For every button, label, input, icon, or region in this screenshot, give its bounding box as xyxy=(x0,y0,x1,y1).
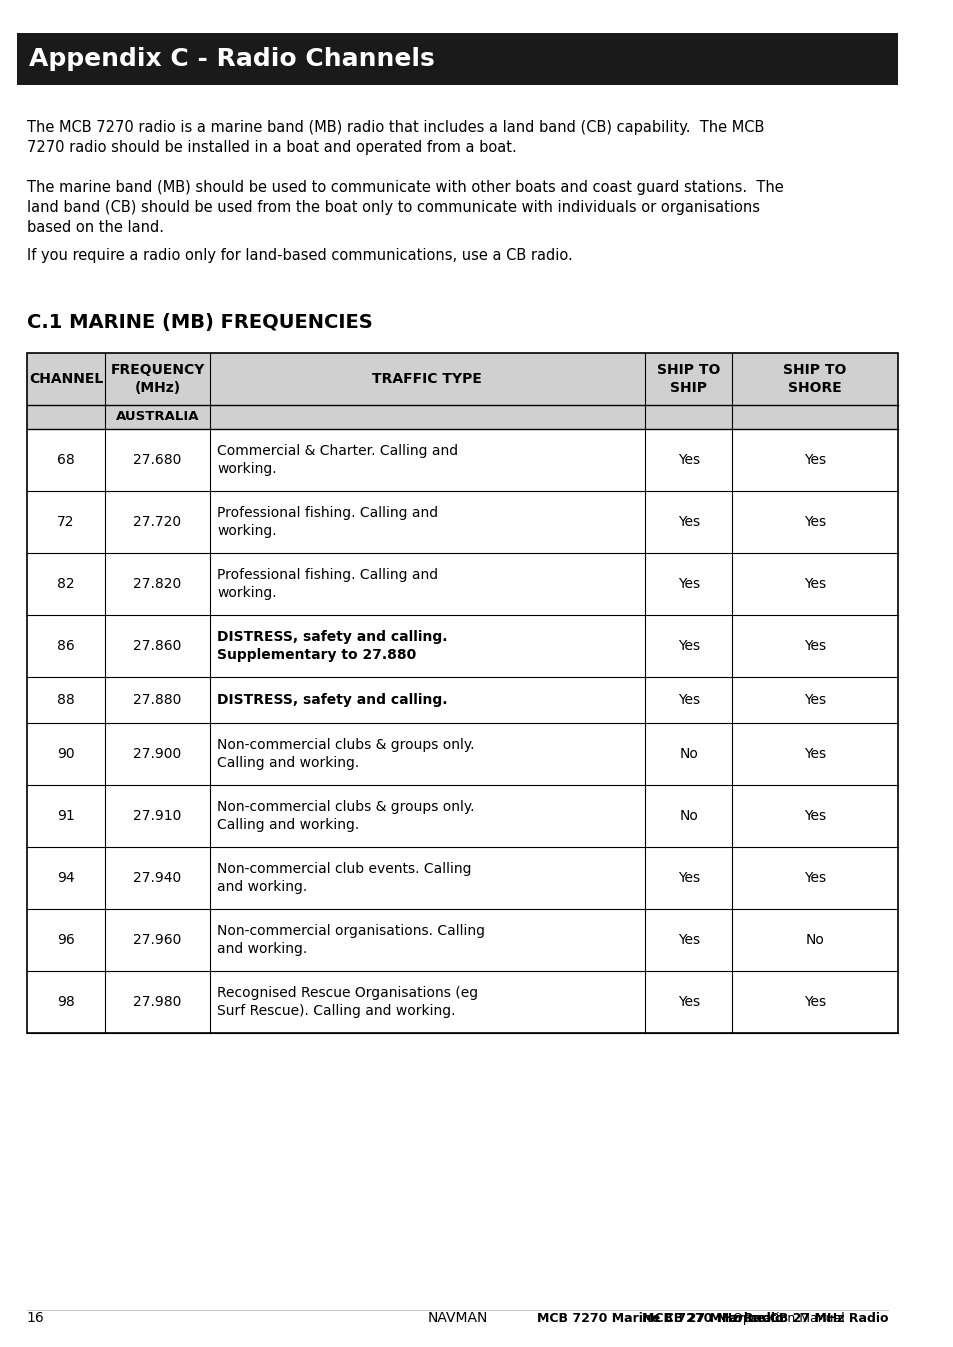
Text: Yes: Yes xyxy=(803,453,825,467)
Text: Yes: Yes xyxy=(803,748,825,761)
Text: C.1 MARINE (MB) FREQUENCIES: C.1 MARINE (MB) FREQUENCIES xyxy=(27,313,373,331)
Text: Yes: Yes xyxy=(803,872,825,885)
Text: MCB 7270 Marine CB 27 MHz Radio: MCB 7270 Marine CB 27 MHz Radio xyxy=(537,1312,782,1325)
Bar xyxy=(27,492,897,554)
Text: Yes: Yes xyxy=(677,577,699,591)
Text: Non-commercial club events. Calling
and working.: Non-commercial club events. Calling and … xyxy=(217,862,472,894)
Text: Operation Manual: Operation Manual xyxy=(728,1312,843,1325)
Text: 27.940: 27.940 xyxy=(133,872,181,885)
Text: Yes: Yes xyxy=(803,692,825,707)
Text: Yes: Yes xyxy=(677,872,699,885)
Text: The marine band (MB) should be used to communicate with other boats and coast gu: The marine band (MB) should be used to c… xyxy=(27,180,782,234)
Text: DISTRESS, safety and calling.: DISTRESS, safety and calling. xyxy=(217,692,447,707)
Text: NAVMAN: NAVMAN xyxy=(427,1311,487,1325)
Text: 16: 16 xyxy=(27,1311,45,1325)
Text: Non-commercial organisations. Calling
and working.: Non-commercial organisations. Calling an… xyxy=(217,924,485,956)
Text: Appendix C - Radio Channels: Appendix C - Radio Channels xyxy=(29,47,434,71)
Bar xyxy=(27,554,897,616)
Text: 98: 98 xyxy=(57,995,75,1009)
Text: 27.900: 27.900 xyxy=(133,748,181,761)
Text: 96: 96 xyxy=(57,933,75,947)
Text: No: No xyxy=(804,933,823,947)
Text: Yes: Yes xyxy=(677,933,699,947)
Text: No: No xyxy=(679,810,698,823)
Text: DISTRESS, safety and calling.
Supplementary to 27.880: DISTRESS, safety and calling. Supplement… xyxy=(217,630,447,661)
Text: Yes: Yes xyxy=(677,995,699,1009)
Text: Yes: Yes xyxy=(677,515,699,529)
Text: Professional fishing. Calling and
working.: Professional fishing. Calling and workin… xyxy=(217,506,438,537)
Bar xyxy=(27,785,897,847)
Text: If you require a radio only for land-based communications, use a CB radio.: If you require a radio only for land-bas… xyxy=(27,248,572,263)
Text: SHIP TO
SHORE: SHIP TO SHORE xyxy=(782,364,845,395)
Bar xyxy=(27,616,897,678)
Bar xyxy=(27,678,897,723)
Text: CHANNEL: CHANNEL xyxy=(29,372,103,387)
Text: Yes: Yes xyxy=(803,515,825,529)
Text: 72: 72 xyxy=(57,515,74,529)
Bar xyxy=(27,353,897,405)
Text: 88: 88 xyxy=(57,692,75,707)
Text: 27.860: 27.860 xyxy=(133,638,181,653)
Text: MCB 7270 Marine CB 27 MHz Radio: MCB 7270 Marine CB 27 MHz Radio xyxy=(640,1312,887,1325)
Text: AUSTRALIA: AUSTRALIA xyxy=(115,411,199,423)
Text: 27.980: 27.980 xyxy=(133,995,181,1009)
Text: Non-commercial clubs & groups only.
Calling and working.: Non-commercial clubs & groups only. Call… xyxy=(217,800,475,832)
Text: 86: 86 xyxy=(57,638,75,653)
Text: 68: 68 xyxy=(57,453,75,467)
Text: Commercial & Charter. Calling and
working.: Commercial & Charter. Calling and workin… xyxy=(217,445,458,475)
Text: Yes: Yes xyxy=(803,995,825,1009)
Text: Professional fishing. Calling and
working.: Professional fishing. Calling and workin… xyxy=(217,568,438,599)
Text: Non-commercial clubs & groups only.
Calling and working.: Non-commercial clubs & groups only. Call… xyxy=(217,738,475,770)
Bar xyxy=(27,405,897,428)
Text: 27.880: 27.880 xyxy=(133,692,181,707)
Text: 27.910: 27.910 xyxy=(133,810,181,823)
Text: Yes: Yes xyxy=(677,453,699,467)
Bar xyxy=(27,353,897,1033)
Bar xyxy=(27,909,897,971)
Text: Yes: Yes xyxy=(677,638,699,653)
Text: FREQUENCY
(MHz): FREQUENCY (MHz) xyxy=(111,364,205,395)
Text: Yes: Yes xyxy=(803,638,825,653)
Text: 90: 90 xyxy=(57,748,74,761)
Text: The MCB 7270 radio is a marine band (MB) radio that includes a land band (CB) ca: The MCB 7270 radio is a marine band (MB)… xyxy=(27,120,763,155)
Bar xyxy=(27,428,897,492)
Bar xyxy=(27,971,897,1033)
Text: 82: 82 xyxy=(57,577,74,591)
Text: SHIP TO
SHIP: SHIP TO SHIP xyxy=(657,364,720,395)
Text: Yes: Yes xyxy=(677,692,699,707)
Text: 27.960: 27.960 xyxy=(133,933,181,947)
Text: Yes: Yes xyxy=(803,577,825,591)
Bar xyxy=(27,847,897,909)
Text: 91: 91 xyxy=(57,810,75,823)
Text: 27.720: 27.720 xyxy=(133,515,181,529)
Text: TRAFFIC TYPE: TRAFFIC TYPE xyxy=(372,372,482,387)
Text: 27.680: 27.680 xyxy=(133,453,181,467)
Bar xyxy=(17,32,897,85)
Bar xyxy=(27,723,897,785)
Text: Yes: Yes xyxy=(803,810,825,823)
Text: 94: 94 xyxy=(57,872,74,885)
Text: Recognised Rescue Organisations (eg
Surf Rescue). Calling and working.: Recognised Rescue Organisations (eg Surf… xyxy=(217,986,478,1018)
Text: 27.820: 27.820 xyxy=(133,577,181,591)
Text: No: No xyxy=(679,748,698,761)
